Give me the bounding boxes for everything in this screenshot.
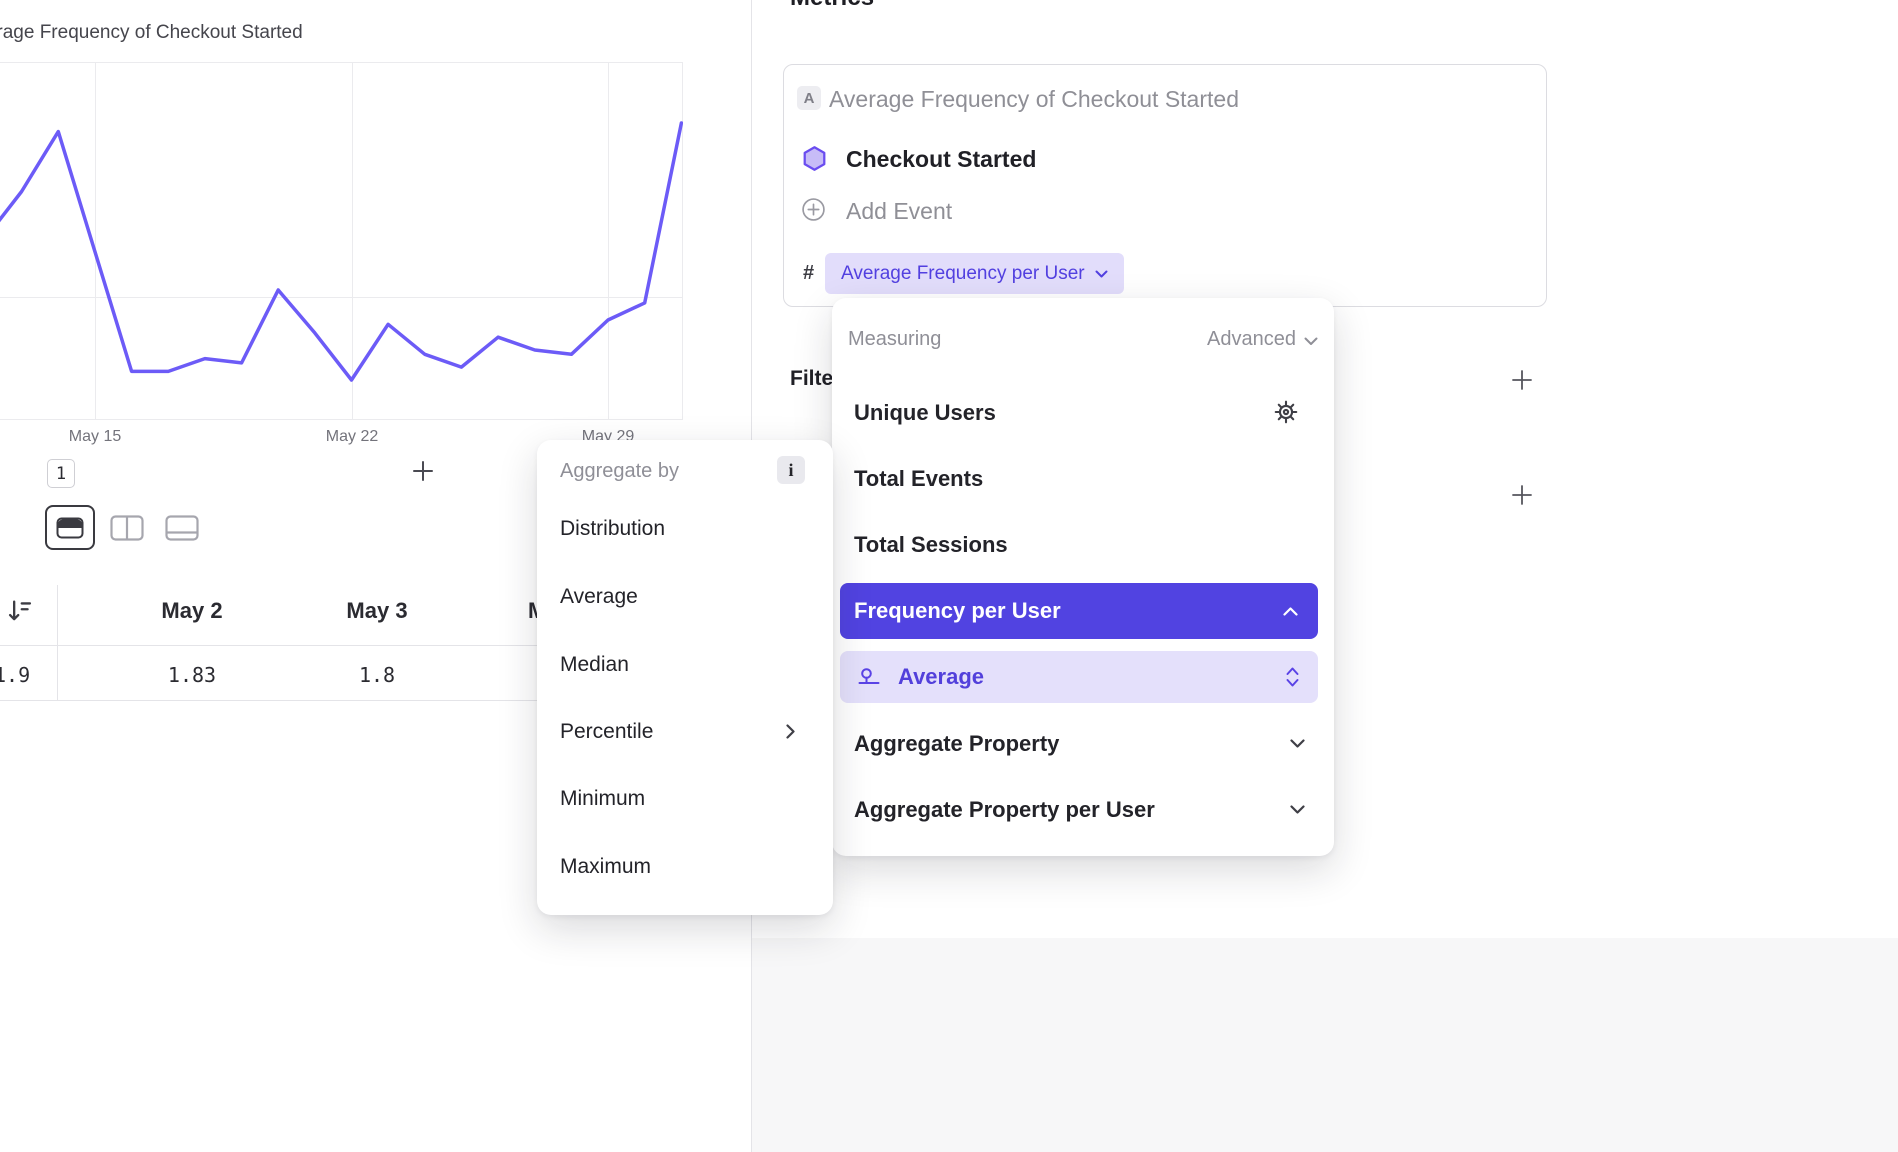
add-event-button[interactable]: Add Event — [846, 198, 953, 224]
agg-item-distribution[interactable]: Distribution — [560, 517, 666, 540]
add-event-icon — [801, 197, 826, 222]
hash-label: # — [803, 262, 815, 284]
selected-item-label: Frequency per User — [854, 598, 1061, 623]
agg-item-minimum[interactable]: Minimum — [560, 787, 646, 810]
frequency-chart — [0, 62, 683, 420]
table-row-border — [0, 700, 751, 701]
measuring-menu-header: Measuring — [848, 328, 942, 350]
event-name[interactable]: Checkout Started — [846, 146, 1037, 172]
info-glyph: i — [788, 459, 794, 480]
table-header-may2: May 2 — [161, 598, 223, 623]
layout-toggle-group — [45, 505, 205, 550]
x-tick-may22: May 22 — [325, 428, 379, 445]
layout-toggle-split-horizontal[interactable] — [45, 505, 95, 550]
agg-item-average[interactable]: Average — [560, 585, 638, 608]
chevron-down-icon — [1095, 270, 1108, 278]
table-cell-value: 1.83 — [167, 663, 217, 687]
advanced-dropdown-label: Advanced — [1207, 328, 1296, 350]
table-column-divider — [57, 585, 58, 700]
bottom-panel-icon — [165, 514, 199, 541]
sort-button[interactable] — [6, 597, 34, 625]
metrics-heading: Metrics — [790, 0, 874, 12]
table-header-may3: May 3 — [346, 598, 408, 623]
metric-title[interactable]: Average Frequency of Checkout Started — [829, 86, 1239, 112]
menu-item-frequency-per-user-selected[interactable]: Frequency per User — [840, 583, 1318, 639]
interval-input[interactable]: 1 — [47, 459, 75, 488]
layout-toggle-split-vertical[interactable] — [104, 507, 150, 548]
table-cell-value: 1.8 — [358, 663, 396, 687]
average-label: Average — [898, 664, 985, 689]
x-tick-may15: May 15 — [68, 428, 122, 445]
measurement-dropdown[interactable]: Average Frequency per User — [825, 253, 1124, 294]
add-filter-button[interactable] — [1510, 368, 1534, 392]
metric-series-badge: A — [797, 86, 821, 110]
chevron-down-icon — [1290, 739, 1305, 748]
measuring-menu: Measuring Advanced Unique Users Total Ev… — [832, 298, 1334, 856]
gear-icon[interactable] — [1272, 398, 1300, 426]
aggregate-by-menu: Aggregate by i Distribution Average Medi… — [537, 440, 833, 915]
menu-item-aggregate-property-per-user[interactable]: Aggregate Property per User — [854, 797, 1155, 822]
panel-bottom-background — [752, 938, 1898, 1152]
menu-item-total-events[interactable]: Total Events — [854, 466, 984, 491]
event-hexagon-icon — [801, 145, 828, 172]
agg-item-percentile[interactable]: Percentile — [560, 720, 654, 743]
plus-icon — [1510, 368, 1534, 392]
menu-item-aggregate-property[interactable]: Aggregate Property — [854, 731, 1060, 756]
sort-icon — [6, 597, 34, 625]
aggregate-menu-header: Aggregate by — [560, 460, 679, 482]
chevron-down-icon — [1304, 337, 1318, 346]
layout-toggle-bottom-panel[interactable] — [159, 507, 205, 548]
chevron-up-icon — [1283, 607, 1298, 616]
plus-icon — [410, 458, 436, 484]
chevron-down-icon — [1290, 805, 1305, 814]
plus-icon — [1510, 483, 1534, 507]
table-header-border — [0, 645, 751, 646]
measurement-dropdown-label: Average Frequency per User — [841, 262, 1085, 284]
menu-item-unique-users[interactable]: Unique Users — [854, 400, 996, 425]
menu-subitem-average[interactable]: Average — [840, 651, 1318, 703]
frequency-line — [0, 121, 683, 382]
split-vertical-icon — [110, 514, 144, 541]
agg-item-maximum[interactable]: Maximum — [560, 855, 652, 878]
advanced-dropdown[interactable]: Advanced — [1207, 328, 1318, 351]
table-cell-value: 1.9 — [0, 663, 31, 687]
menu-item-total-sessions[interactable]: Total Sessions — [854, 532, 1008, 557]
average-icon — [856, 664, 882, 690]
chevron-right-icon — [786, 724, 795, 739]
chevrons-up-down-icon — [1285, 666, 1300, 688]
agg-item-median[interactable]: Median — [560, 653, 629, 676]
metric-card: A Average Frequency of Checkout Started … — [783, 64, 1547, 307]
chart-title: Average Frequency of Checkout Started — [0, 22, 303, 43]
split-horizontal-icon — [56, 517, 84, 539]
add-breakdown-button[interactable] — [1510, 483, 1534, 507]
info-icon[interactable]: i — [777, 456, 805, 484]
add-button[interactable] — [410, 458, 436, 484]
